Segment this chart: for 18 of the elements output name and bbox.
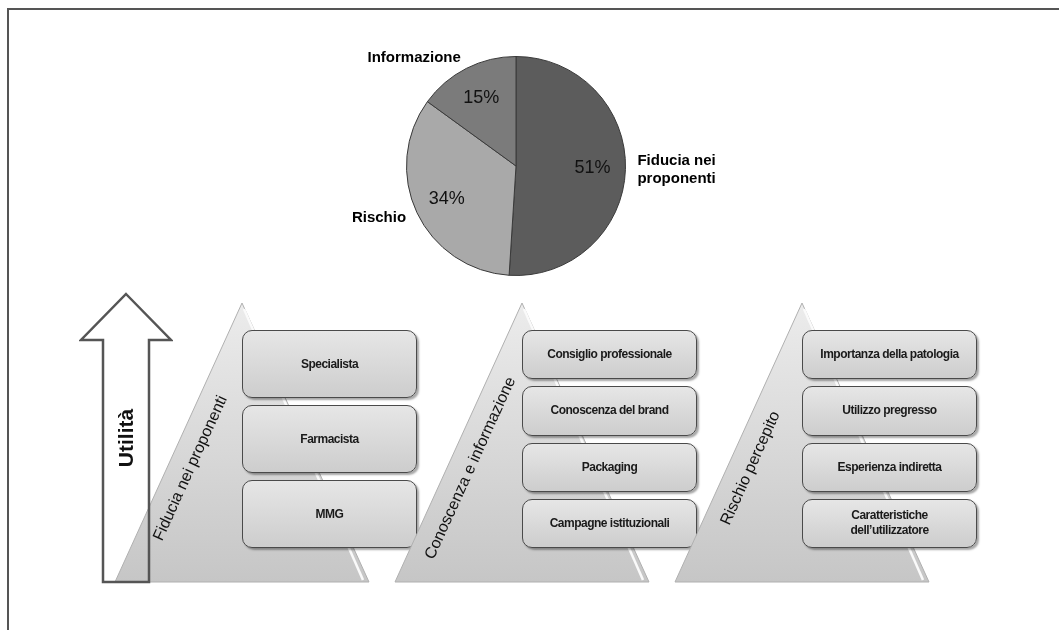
- rounded-box: Farmacista: [242, 405, 417, 473]
- slice-label: Fiducia nei proponenti: [637, 150, 716, 186]
- data-label: 51%: [574, 157, 611, 178]
- rounded-box: Specialista: [242, 330, 417, 398]
- data-label: 34%: [428, 187, 465, 208]
- rounded-box: Importanza della patologia: [802, 330, 977, 380]
- rounded-box: Utilizzo pregresso: [802, 386, 977, 436]
- rounded-box: Packaging: [522, 442, 697, 492]
- slice-label: Rischio: [351, 207, 407, 225]
- slice-label: Informazione: [367, 47, 461, 65]
- rounded-box: Consiglio professionale: [522, 330, 697, 380]
- rounded-box: MMG: [242, 480, 417, 548]
- rounded-box: Conoscenza del brand: [522, 386, 697, 436]
- rounded-box: Caratteristiche dell’utilizzatore: [802, 498, 977, 548]
- text: Utilità: [114, 408, 138, 468]
- rounded-box: Campagne istituzionali: [522, 498, 697, 548]
- data-label: 15%: [463, 86, 500, 107]
- rounded-box: Esperienza indiretta: [802, 442, 977, 492]
